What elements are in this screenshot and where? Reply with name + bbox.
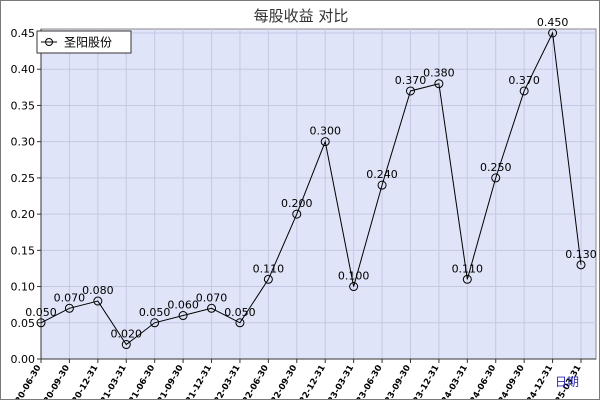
chart-title: 每股收益 对比 [254,7,349,25]
data-label: 0.380 [423,67,455,80]
data-point [434,79,444,89]
plot-background [40,28,597,360]
data-point [548,28,558,38]
y-tick-label: 0.00 [11,353,36,366]
x-tick-label: 2020-06-30 [8,363,44,399]
data-point [576,260,586,270]
data-label: 0.130 [565,248,597,261]
y-tick-label: 0.20 [11,208,36,221]
data-label: 0.450 [537,16,569,29]
data-label: 0.200 [281,197,313,210]
data-point [349,282,359,292]
y-tick-label: 0.25 [11,172,36,185]
data-label: 0.020 [111,328,143,341]
plot-area: 0.00 0.05 0.10 0.15 0.20 0.25 0.30 0.35 0.40 0.45… [8,16,597,403]
data-label: 0.050 [224,306,256,319]
series-line [40,31,582,346]
y-tick-label: 0.45 [11,27,36,40]
data-point [150,318,160,328]
data-point [292,209,302,219]
legend: 圣阳股份 [36,30,132,54]
data-point [491,173,501,183]
data-label: 0.370 [508,74,540,87]
data-point [36,318,46,328]
data-label: 0.080 [82,284,114,297]
data-point [320,137,330,147]
data-point [178,311,188,321]
data-point [377,180,387,190]
y-tick-label: 0.30 [11,136,36,149]
data-label: 0.110 [253,262,285,275]
data-label: 0.250 [480,161,512,174]
data-label: 0.300 [309,125,341,138]
y-tick-label: 0.15 [11,244,36,257]
data-point [405,86,415,96]
y-tick-label: 0.10 [11,281,36,294]
y-tick-label: 0.35 [11,99,36,112]
data-point [235,318,245,328]
data-label: 0.240 [366,168,398,181]
data-point [207,303,217,313]
data-label: 0.070 [54,291,86,304]
data-label: 0.050 [139,306,171,319]
legend-box [36,30,132,54]
data-label: 0.370 [395,74,427,87]
data-point [64,303,74,313]
legend-marker [45,38,53,46]
y-tick-label: 0.05 [11,317,36,330]
data-label: 0.050 [25,306,57,319]
data-point [121,340,131,350]
legend-series-name: 圣阳股份 [64,36,112,50]
data-label: 0.070 [196,291,228,304]
data-label: 0.110 [452,262,484,275]
data-point [93,296,103,306]
data-point [519,86,529,96]
x-axis-label: 日期 [555,375,579,389]
data-point [263,274,273,284]
data-label: 0.060 [167,299,199,312]
data-point [462,274,472,284]
data-label: 0.100 [338,270,370,283]
y-tick-label: 0.40 [11,63,36,76]
